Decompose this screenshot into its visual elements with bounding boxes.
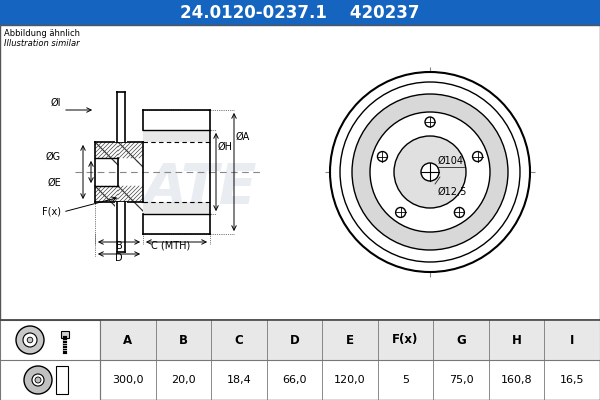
- Text: ØA: ØA: [236, 132, 250, 142]
- Circle shape: [16, 326, 44, 354]
- Text: E: E: [346, 334, 354, 346]
- Bar: [143, 214, 210, 234]
- Text: B: B: [116, 241, 122, 251]
- Text: 5: 5: [402, 375, 409, 385]
- Bar: [143, 142, 210, 202]
- Text: 66,0: 66,0: [282, 375, 307, 385]
- Text: 120,0: 120,0: [334, 375, 366, 385]
- Bar: [118, 142, 143, 158]
- Circle shape: [454, 208, 464, 218]
- Text: ØE: ØE: [47, 178, 61, 188]
- Circle shape: [24, 366, 52, 394]
- Bar: [95, 142, 118, 158]
- Circle shape: [27, 337, 33, 343]
- Text: 24.0120-0237.1    420237: 24.0120-0237.1 420237: [180, 4, 420, 22]
- Bar: [95, 186, 118, 202]
- Text: 16,5: 16,5: [560, 375, 584, 385]
- Bar: [143, 130, 210, 142]
- Circle shape: [395, 208, 406, 218]
- Bar: [190, 86, 255, 250]
- Text: F(x): F(x): [42, 207, 61, 217]
- Text: G: G: [456, 334, 466, 346]
- Circle shape: [394, 136, 466, 208]
- Bar: [117, 92, 125, 142]
- Bar: [56, 366, 68, 394]
- Text: C (MTH): C (MTH): [151, 241, 190, 251]
- Text: 160,8: 160,8: [501, 375, 532, 385]
- Bar: [115, 202, 127, 252]
- Text: ATE: ATE: [143, 160, 257, 214]
- Bar: [143, 110, 210, 130]
- Text: 20,0: 20,0: [171, 375, 196, 385]
- Circle shape: [35, 377, 41, 383]
- Text: Illustration similar: Illustration similar: [4, 39, 80, 48]
- Text: F(x): F(x): [392, 334, 419, 346]
- Circle shape: [340, 82, 520, 262]
- Bar: [0, 25, 600, 320]
- Bar: [0, 0, 600, 25]
- Bar: [0, 320, 600, 400]
- Text: ØH: ØH: [218, 142, 233, 152]
- Text: ØG: ØG: [46, 152, 61, 162]
- Text: 75,0: 75,0: [449, 375, 473, 385]
- Bar: [0, 320, 100, 400]
- Text: ATE: ATE: [391, 103, 470, 141]
- Circle shape: [370, 112, 490, 232]
- Circle shape: [425, 117, 435, 127]
- Text: 18,4: 18,4: [227, 375, 251, 385]
- Bar: [115, 92, 127, 142]
- Circle shape: [473, 152, 482, 162]
- Bar: [61, 331, 69, 338]
- Circle shape: [370, 112, 490, 232]
- Bar: [143, 202, 210, 214]
- Text: B: B: [179, 334, 188, 346]
- Circle shape: [377, 152, 388, 162]
- Text: D: D: [290, 334, 299, 346]
- Bar: [100, 320, 600, 360]
- Text: ØI: ØI: [50, 98, 61, 108]
- Circle shape: [352, 94, 508, 250]
- Circle shape: [23, 333, 37, 347]
- Bar: [0, 25, 600, 320]
- Bar: [117, 202, 125, 252]
- Text: Abbildung ähnlich: Abbildung ähnlich: [4, 29, 80, 38]
- Text: A: A: [123, 334, 133, 346]
- Bar: [0, 320, 600, 400]
- Text: Ø104: Ø104: [438, 156, 464, 166]
- Text: I: I: [570, 334, 574, 346]
- Circle shape: [32, 374, 44, 386]
- Text: Ø12,5: Ø12,5: [438, 187, 467, 197]
- Circle shape: [330, 72, 530, 272]
- Circle shape: [421, 163, 439, 181]
- Text: H: H: [512, 334, 521, 346]
- Text: C: C: [235, 334, 243, 346]
- Text: 300,0: 300,0: [112, 375, 143, 385]
- Text: D: D: [115, 253, 123, 263]
- Bar: [118, 186, 143, 202]
